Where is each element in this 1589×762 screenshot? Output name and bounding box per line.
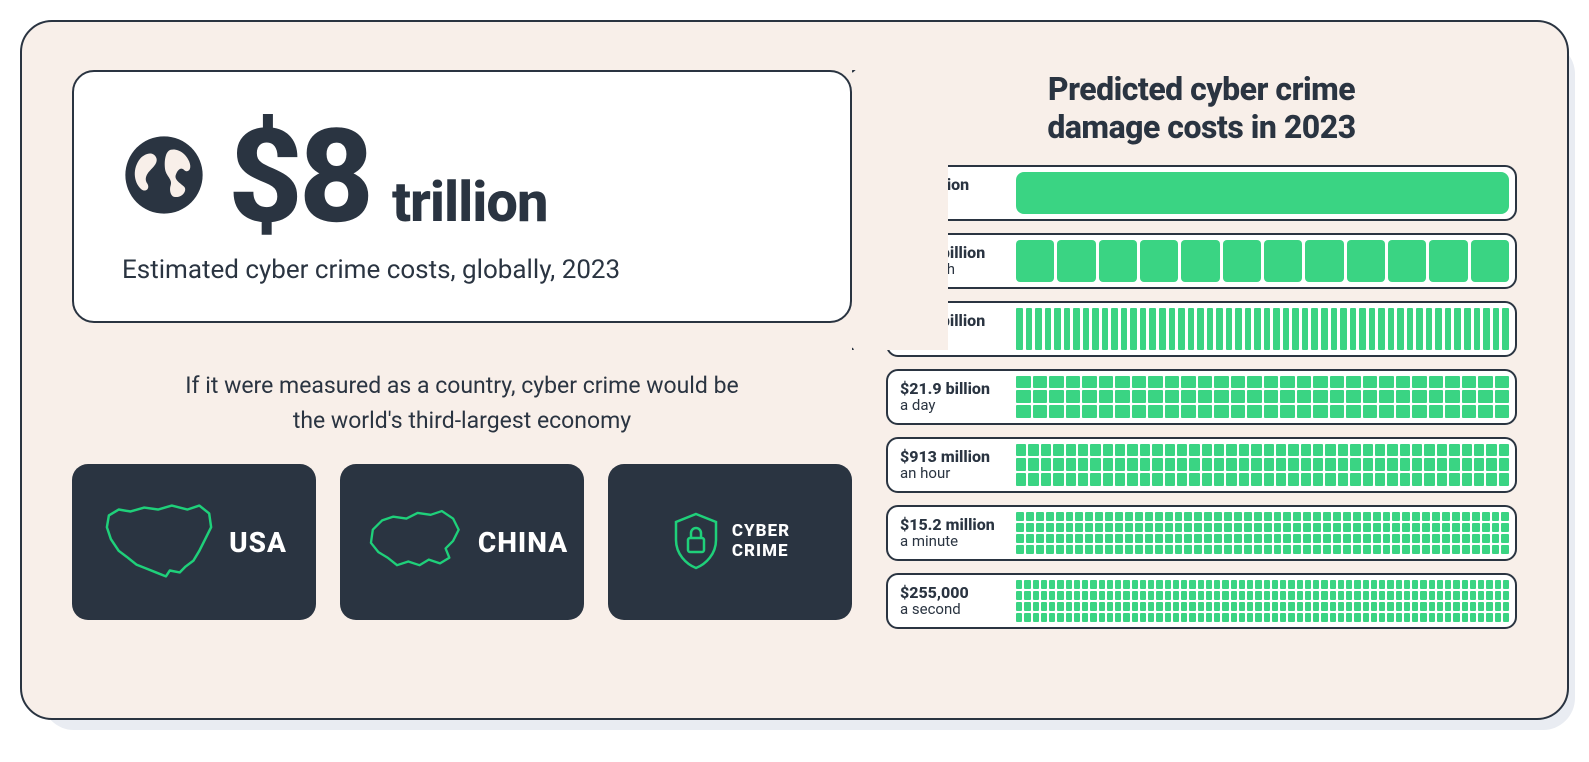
breakdown-row-label: $913 millionan hour bbox=[888, 439, 1014, 491]
hero-amount: $8 bbox=[228, 118, 370, 235]
breakdown-period: a day bbox=[900, 397, 1004, 414]
economy-card-usa: USA bbox=[72, 464, 316, 620]
economy-intro: If it were measured as a country, cyber … bbox=[72, 369, 852, 464]
infographic-container: $8 trillion Estimated cyber crime costs,… bbox=[20, 20, 1569, 720]
right-column: Predicted cyber crime damage costs in 20… bbox=[886, 70, 1517, 674]
usa-map-icon bbox=[101, 494, 219, 590]
infographic-card: $8 trillion Estimated cyber crime costs,… bbox=[20, 20, 1569, 720]
china-map-icon bbox=[356, 496, 468, 588]
breakdown-bar-viz bbox=[1014, 235, 1515, 287]
breakdown-period: a minute bbox=[900, 533, 1004, 550]
breakdown-title-line1: Predicted cyber crime bbox=[1048, 70, 1355, 108]
breakdown-row: $21.9 billiona day bbox=[886, 369, 1517, 425]
breakdown-period: a week bbox=[900, 329, 1004, 346]
breakdown-bar-viz bbox=[1014, 303, 1515, 355]
economy-card-cyber: CYBERCRIME bbox=[608, 464, 852, 620]
breakdown-row-label: $667 billiona month bbox=[888, 235, 1014, 287]
breakdown-amount: $21.9 billion bbox=[900, 380, 1004, 398]
breakdown-row: $15.2 milliona minute bbox=[886, 505, 1517, 561]
breakdown-row-label: $255,000a second bbox=[888, 575, 1014, 627]
breakdown-row-label: $21.9 billiona day bbox=[888, 371, 1014, 423]
breakdown-title: Predicted cyber crime damage costs in 20… bbox=[886, 70, 1517, 147]
hero-unit: trillion bbox=[392, 169, 548, 235]
breakdown-title-line2: damage costs in 2023 bbox=[1047, 108, 1355, 146]
hero-headline: $8 trillion bbox=[122, 118, 802, 235]
left-column: $8 trillion Estimated cyber crime costs,… bbox=[72, 70, 852, 674]
breakdown-row-label: $154 billiona week bbox=[888, 303, 1014, 355]
breakdown-bars: $8 trilliona year $667 billiona month $154… bbox=[886, 165, 1517, 629]
breakdown-row: $913 millionan hour bbox=[886, 437, 1517, 493]
shield-lock-icon bbox=[670, 510, 722, 574]
breakdown-row: $255,000a second bbox=[886, 573, 1517, 629]
breakdown-bar-viz bbox=[1014, 167, 1515, 219]
economy-label-china: CHINA bbox=[478, 526, 568, 559]
economy-card-china: CHINA bbox=[340, 464, 584, 620]
breakdown-period: a year bbox=[900, 193, 1004, 210]
breakdown-amount: $154 billion bbox=[900, 312, 1004, 330]
breakdown-row: $667 billiona month bbox=[886, 233, 1517, 289]
breakdown-row: $154 billiona week bbox=[886, 301, 1517, 357]
economy-cards: USA CHINA bbox=[72, 464, 852, 620]
breakdown-amount: $667 billion bbox=[900, 244, 1004, 262]
economy-label-cyber: CYBERCRIME bbox=[732, 522, 790, 561]
breakdown-bar-viz bbox=[1014, 371, 1515, 423]
breakdown-bar-viz bbox=[1014, 439, 1515, 491]
breakdown-row-label: $15.2 milliona minute bbox=[888, 507, 1014, 559]
breakdown-bar-viz bbox=[1014, 507, 1515, 559]
breakdown-amount: $255,000 bbox=[900, 584, 1004, 602]
breakdown-row-label: $8 trilliona year bbox=[888, 167, 1014, 219]
breakdown-bar-viz bbox=[1014, 575, 1515, 627]
economy-intro-line1: If it were measured as a country, cyber … bbox=[185, 372, 738, 399]
breakdown-period: a month bbox=[900, 261, 1004, 278]
breakdown-period: a second bbox=[900, 601, 1004, 618]
economy-intro-line2: the world's third-largest economy bbox=[293, 407, 631, 434]
hero-subtitle: Estimated cyber crime costs, globally, 2… bbox=[122, 255, 802, 285]
hero-box-wrap: $8 trillion Estimated cyber crime costs,… bbox=[72, 70, 852, 323]
economy-label-usa: USA bbox=[229, 526, 287, 559]
breakdown-amount: $8 trillion bbox=[900, 176, 1004, 194]
breakdown-period: an hour bbox=[900, 465, 1004, 482]
globe-icon bbox=[122, 133, 206, 221]
breakdown-amount: $913 million bbox=[900, 448, 1004, 466]
breakdown-amount: $15.2 million bbox=[900, 516, 1004, 534]
breakdown-row: $8 trilliona year bbox=[886, 165, 1517, 221]
hero-box: $8 trillion Estimated cyber crime costs,… bbox=[72, 70, 852, 323]
